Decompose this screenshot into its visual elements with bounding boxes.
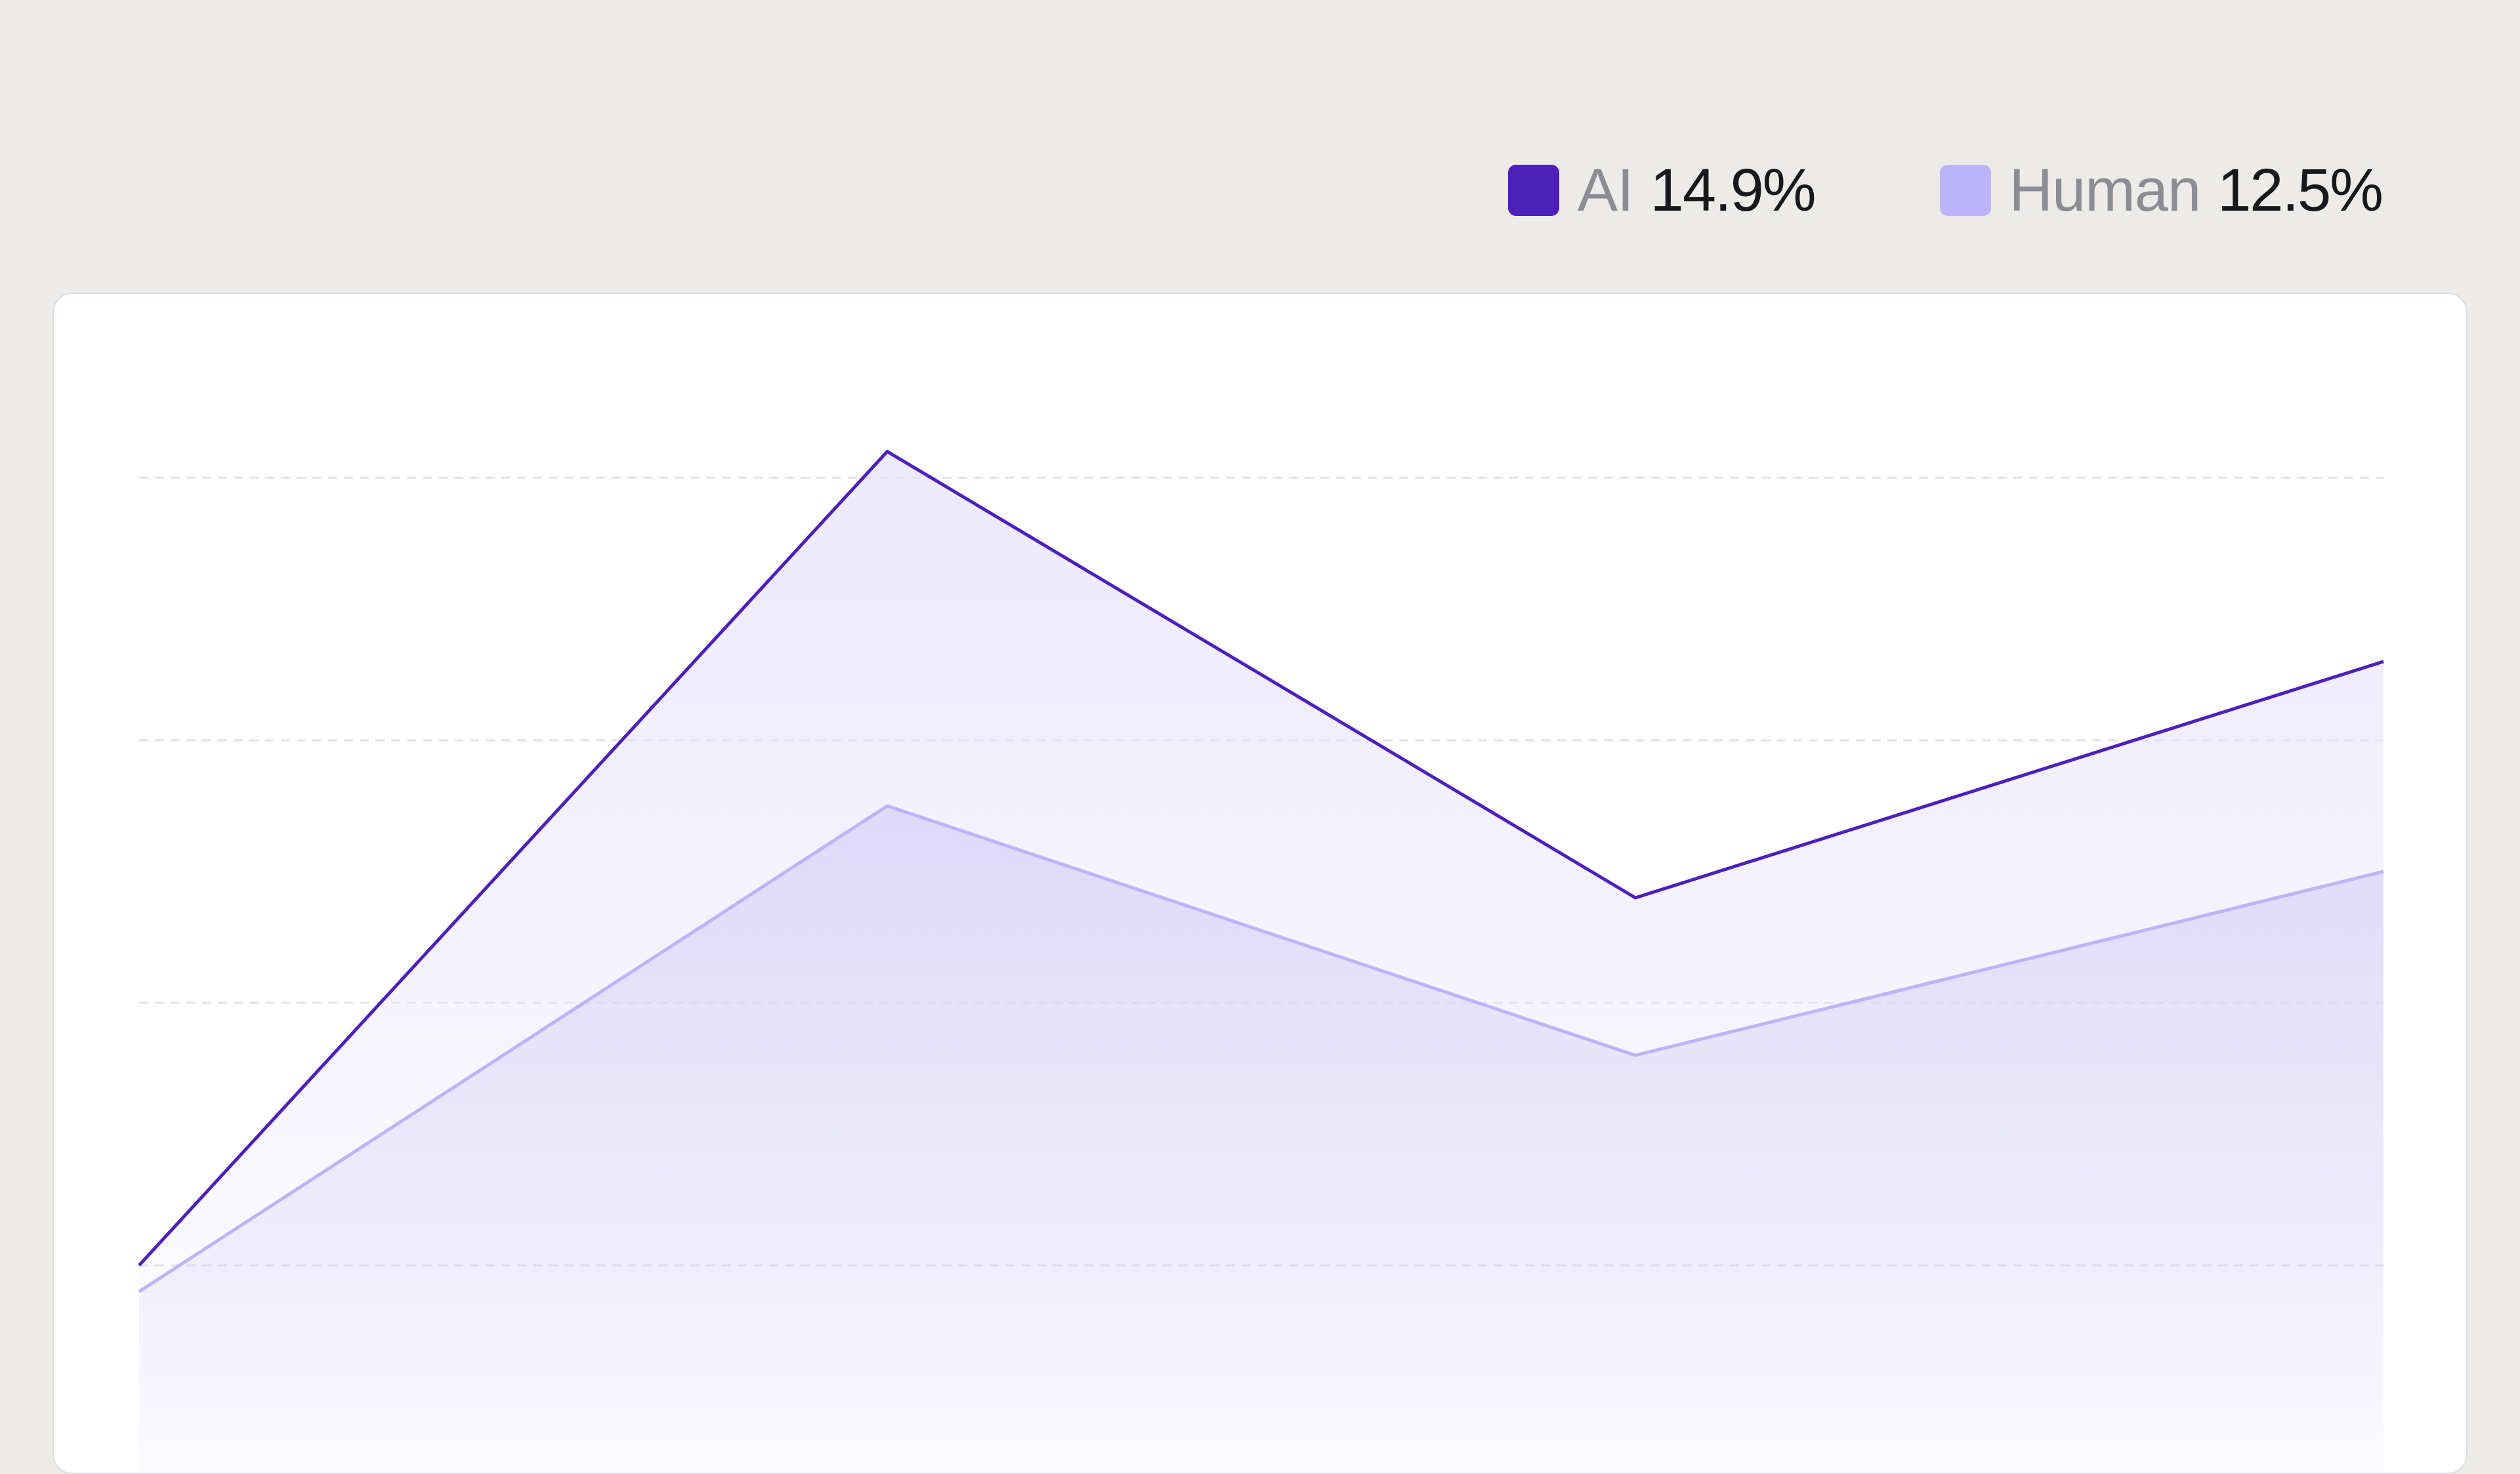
areas bbox=[139, 452, 2384, 1473]
legend-value-human: 12.5% bbox=[2217, 156, 2384, 224]
line-ai[interactable] bbox=[138, 450, 2384, 1267]
chart-card bbox=[52, 293, 2468, 1474]
area-chart bbox=[138, 450, 2384, 1473]
legend-value-ai: 14.9% bbox=[1650, 156, 1816, 224]
legend-swatch-human bbox=[1939, 165, 1991, 216]
legend-item-human[interactable]: Human 12.5% bbox=[1939, 156, 2384, 224]
series-lines bbox=[138, 450, 2384, 1294]
chart-legend: AI 14.9% Human 12.5% bbox=[1507, 156, 2384, 224]
legend-label-human: Human bbox=[2009, 156, 2202, 224]
line-human[interactable] bbox=[138, 804, 2384, 1294]
legend-swatch-ai bbox=[1507, 165, 1559, 216]
area-human bbox=[139, 806, 2384, 1473]
legend-label-ai: AI bbox=[1577, 156, 1634, 224]
legend-item-ai[interactable]: AI 14.9% bbox=[1507, 156, 1816, 224]
